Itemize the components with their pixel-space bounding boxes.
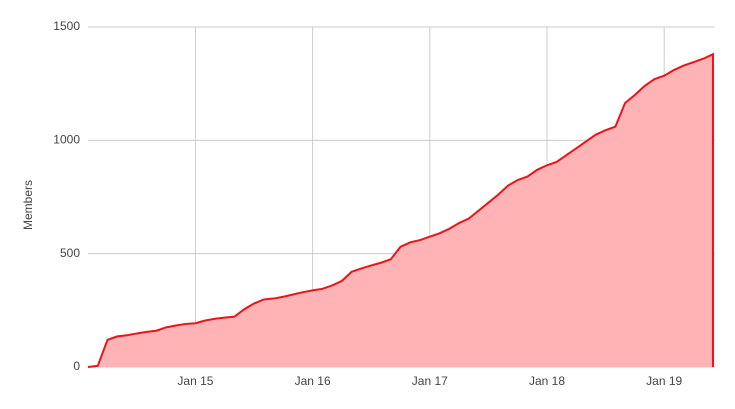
x-tick-label: Jan 19 bbox=[646, 374, 682, 388]
area-fill bbox=[88, 54, 713, 367]
x-tick-label: Jan 18 bbox=[529, 374, 565, 388]
y-tick-label: 500 bbox=[60, 246, 80, 260]
y-tick-label: 1500 bbox=[53, 19, 80, 33]
y-axis-label: Members bbox=[21, 180, 35, 230]
x-tick-label: Jan 16 bbox=[295, 374, 331, 388]
area-line bbox=[87, 52, 714, 368]
x-tick-label: Jan 15 bbox=[177, 374, 213, 388]
y-tick-label: 1000 bbox=[53, 133, 80, 147]
y-tick-label: 0 bbox=[73, 359, 80, 373]
x-tick-label: Jan 17 bbox=[412, 374, 448, 388]
